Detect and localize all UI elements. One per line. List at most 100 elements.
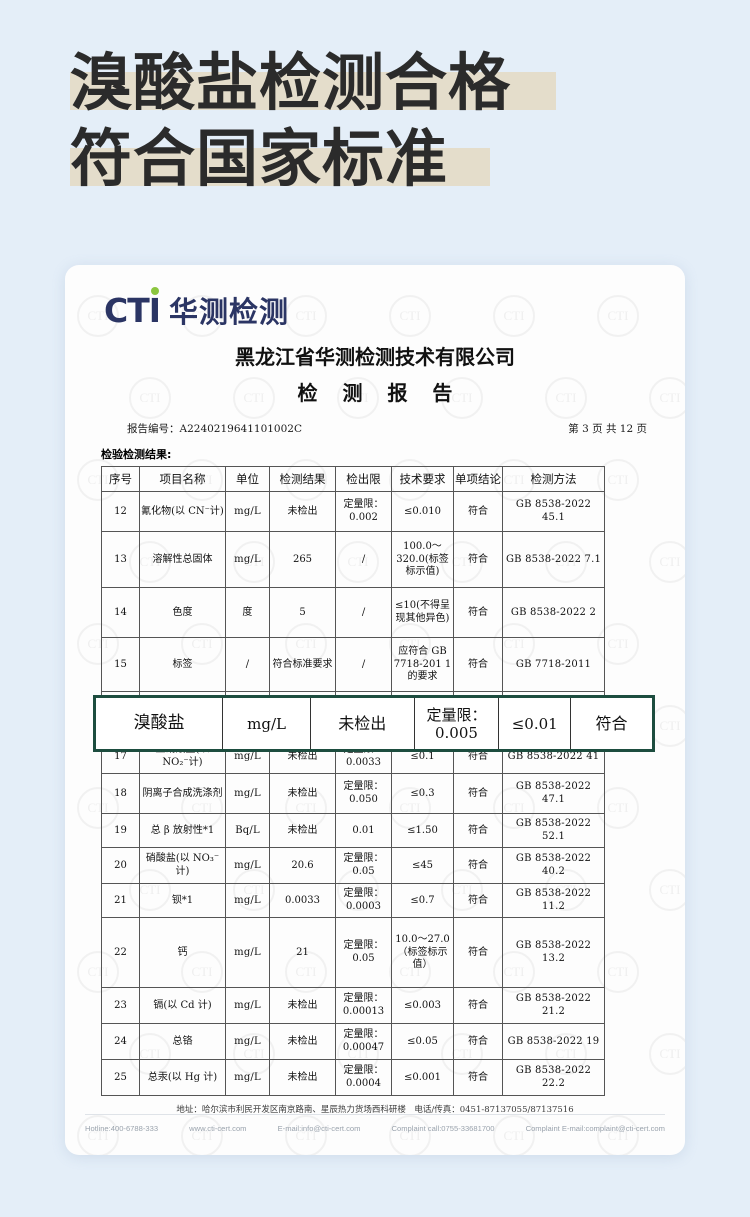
cell-method: GB 8538-2022 47.1	[502, 773, 605, 815]
cell-limit: 定量限：0.002	[335, 491, 392, 533]
hero-line-2-text: 符合国家标准	[70, 122, 449, 195]
footer-website[interactable]: www.cti-cert.com	[189, 1124, 247, 1133]
cell-conc: 符合	[453, 917, 503, 989]
table-row: 12 氰化物(以 CN⁻计) mg/L 未检出 定量限：0.002 ≤0.010 符合 GB …	[101, 491, 605, 533]
cell-unit: mg/L	[225, 883, 270, 919]
cell-conc: 符合	[453, 813, 503, 849]
footer-complaint-email[interactable]: Complaint E-mail:complaint@cti-cert.com	[525, 1124, 665, 1133]
table-header-cell-5: 技术要求	[391, 465, 454, 493]
cell-req: ≤0.003	[391, 987, 454, 1025]
cell-result: 265	[269, 531, 336, 589]
cell-req: ≤0.7	[391, 883, 454, 919]
cell-req: 100.0～320.0(标签标示值)	[391, 531, 454, 589]
cell-name: 标签	[139, 637, 226, 693]
cell-req: ≤0.010	[391, 491, 454, 533]
highlight-result: 未检出	[311, 698, 415, 749]
table-header-cell-1: 项目名称	[139, 465, 226, 493]
cell-unit: mg/L	[225, 1059, 270, 1097]
cell-no: 24	[101, 1023, 140, 1061]
cell-method: GB 8538-2022 19	[502, 1023, 605, 1061]
cell-unit: Bq/L	[225, 813, 270, 849]
cell-conc: 符合	[453, 987, 503, 1025]
cell-name: 钙	[139, 917, 226, 989]
cell-result: 20.6	[269, 847, 336, 885]
cell-limit: 定量限：0.00013	[335, 987, 392, 1025]
cell-no: 18	[101, 773, 140, 815]
cti-wordmark-icon: CTI	[104, 287, 161, 330]
cell-name: 硝酸盐(以 NO₃⁻计)	[139, 847, 226, 885]
cell-no: 15	[101, 637, 140, 693]
table-row: 18 阴离子合成洗涤剂 mg/L 未检出 定量限：0.050 ≤0.3 符合 GB 8538-…	[101, 773, 605, 815]
cell-name: 氰化物(以 CN⁻计)	[139, 491, 226, 533]
report-number-label: 报告编号：	[127, 423, 180, 435]
cti-wordmark-text: CTI	[104, 291, 161, 330]
cell-result: 未检出	[269, 987, 336, 1025]
table-header-cell-6: 单项结论	[453, 465, 503, 493]
cell-no: 20	[101, 847, 140, 885]
cell-method: GB 8538-2022 2	[502, 587, 605, 639]
table-row: 22 钙 mg/L 21 定量限：0.05 10.0～27.0（标签标示值） 符合 GB 85…	[101, 917, 605, 989]
cell-unit: 度	[225, 587, 270, 639]
highlight-detection-limit: 定量限： 0.005	[415, 698, 500, 749]
hero-line-1: 溴酸盐检测合格	[70, 52, 750, 114]
cell-method: GB 8538-2022 22.2	[502, 1059, 605, 1097]
cell-result: 0.0033	[269, 883, 336, 919]
cell-unit: /	[225, 637, 270, 693]
cell-req: ≤0.3	[391, 773, 454, 815]
table-header-cell-7: 检测方法	[502, 465, 605, 493]
cell-limit: 定量限：0.05	[335, 917, 392, 989]
cell-method: GB 7718-2011	[502, 637, 605, 693]
cell-no: 23	[101, 987, 140, 1025]
cell-method: GB 8538-2022 45.1	[502, 491, 605, 533]
cell-limit: /	[335, 531, 392, 589]
cell-name: 钡*1	[139, 883, 226, 919]
results-table: 序号 项目名称 单位 检测结果 检出限 技术要求 单项结论 检测方法 12 氰化物(以 CN⁻计…	[101, 465, 605, 1097]
cell-req: ≤10(不得呈现其他异色)	[391, 587, 454, 639]
cell-result: 未检出	[269, 491, 336, 533]
cell-method: GB 8538-2022 7.1	[502, 531, 605, 589]
highlight-limit-value: 0.005	[434, 723, 478, 742]
hero-line-2: 符合国家标准	[70, 128, 750, 190]
cell-result: 5	[269, 587, 336, 639]
report-title: 检 测 报 告	[297, 381, 462, 405]
hero-line-1-text: 溴酸盐检测合格	[70, 46, 512, 119]
highlight-item-name: 溴酸盐	[96, 698, 224, 749]
cell-limit: 定量限：0.00047	[335, 1023, 392, 1061]
cell-no: 19	[101, 813, 140, 849]
cell-method: GB 8538-2022 52.1	[502, 813, 605, 849]
contact-footer-bar: Hotline:400-6788-333 www.cti-cert.com E-…	[85, 1114, 665, 1133]
cell-limit: 定量限：0.05	[335, 847, 392, 885]
cell-limit: 定量限：0.0004	[335, 1059, 392, 1097]
cell-no: 12	[101, 491, 140, 533]
report-document: CTI 华测检测 黑龙江省华测检测技术有限公司 检 测 报 告 报告编号：A22…	[65, 265, 685, 1115]
table-row: 15 标签 / 符合标准要求 / 应符合 GB 7718-201 1的要求 符合 GB 771…	[101, 637, 605, 693]
footer-complaint-call: Complaint call:0755-33681700	[391, 1124, 495, 1133]
results-section-title: 检验检测结果:	[101, 448, 172, 461]
cell-no: 13	[101, 531, 140, 589]
cell-conc: 符合	[453, 1059, 503, 1097]
cell-result: 未检出	[269, 773, 336, 815]
cell-unit: mg/L	[225, 917, 270, 989]
highlight-limit-label: 定量限：	[426, 705, 487, 724]
cti-logo: CTI 华测检测	[91, 283, 659, 327]
company-name: 黑龙江省华测检测技术有限公司	[235, 345, 515, 369]
cell-no: 21	[101, 883, 140, 919]
cell-req: 10.0～27.0（标签标示值）	[391, 917, 454, 989]
table-body: 12 氰化物(以 CN⁻计) mg/L 未检出 定量限：0.002 ≤0.010 符合 GB …	[101, 491, 605, 1097]
footer-email[interactable]: E-mail:info@cti-cert.com	[277, 1124, 361, 1133]
cell-unit: mg/L	[225, 773, 270, 815]
table-row: 23 镉(以 Cd 计) mg/L 未检出 定量限：0.00013 ≤0.003 符合 GB …	[101, 987, 605, 1025]
cell-name: 色度	[139, 587, 226, 639]
cell-result: 符合标准要求	[269, 637, 336, 693]
hero-title-block: 溴酸盐检测合格 符合国家标准	[0, 0, 750, 250]
highlight-unit: mg/L	[223, 698, 311, 749]
cell-req: 应符合 GB 7718-201 1的要求	[391, 637, 454, 693]
cell-limit: 定量限：0.050	[335, 773, 392, 815]
highlight-requirement: ≤0.01	[499, 698, 572, 749]
table-header-cell-3: 检测结果	[269, 465, 336, 493]
cell-conc: 符合	[453, 847, 503, 885]
table-row: 24 总铬 mg/L 未检出 定量限：0.00047 ≤0.05 符合 GB 8538-202…	[101, 1023, 605, 1061]
cell-no: 22	[101, 917, 140, 989]
cell-name: 总汞(以 Hg 计)	[139, 1059, 226, 1097]
cell-limit: 0.01	[335, 813, 392, 849]
